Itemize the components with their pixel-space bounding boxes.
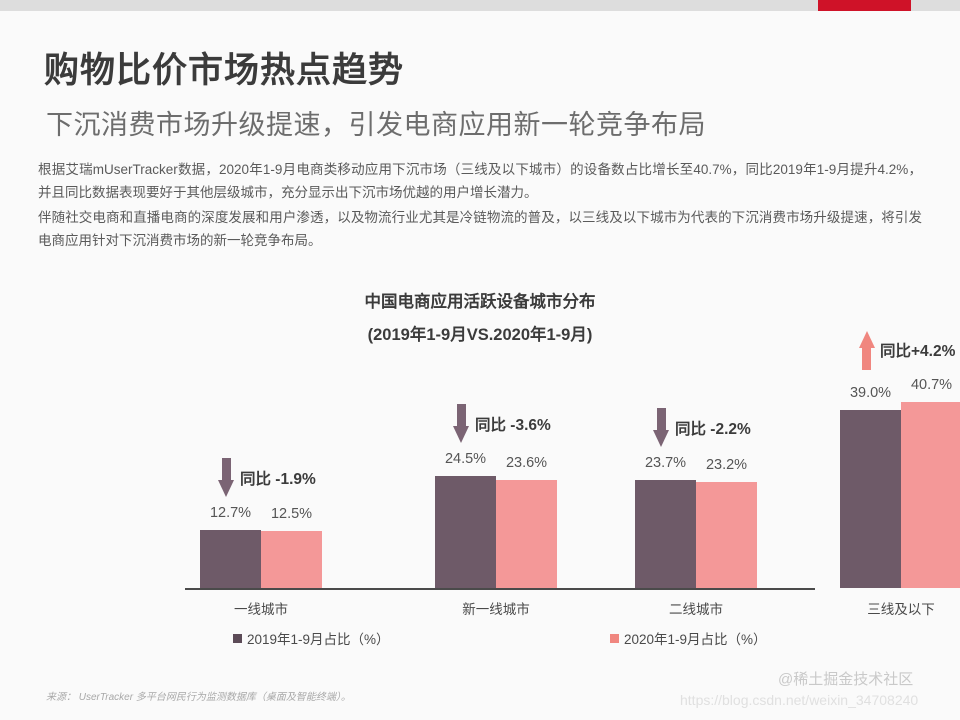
bar-2020-3: [696, 482, 757, 588]
bar-2019-2: [435, 476, 496, 588]
bar-2019-3: [635, 479, 696, 588]
bar-2019-4: [840, 410, 901, 588]
chart-legend: 2019年1-9月占比（%） 2020年1-9月占比（%）: [185, 628, 815, 650]
bar-value-label: 40.7%: [910, 377, 953, 394]
legend-label: 2019年1-9月占比（%）: [247, 632, 390, 647]
bar-value-label: 23.7%: [644, 454, 687, 471]
bar-2020-2: [496, 480, 557, 588]
body-paragraph-2: 伴随社交电商和直播电商的深度发展和用户渗透，以及物流行业尤其是冷链物流的普及，以…: [38, 210, 922, 248]
bar-2020-1: [261, 531, 322, 588]
annotation-label: 同比+4.2%: [880, 343, 956, 361]
legend-item-2019[interactable]: 2019年1-9月占比（%）: [233, 628, 390, 648]
category-label-4: 三线及以下: [867, 602, 935, 617]
category-label-2: 新一线城市: [462, 602, 530, 617]
chart-title: 中国电商应用活跃设备城市分布 (2019年1-9月VS.2020年1-9月): [0, 288, 960, 345]
arrow-down-icon: [453, 404, 470, 444]
bar-value-label: 23.6%: [505, 455, 548, 472]
legend-swatch-icon: [233, 633, 242, 643]
annotation-label: 同比 -1.9%: [240, 471, 316, 489]
watermark-brand: @稀土掘金技术社区: [778, 671, 914, 688]
legend-swatch-icon: [610, 633, 619, 643]
annotation-2: 同比 -3.6%: [453, 404, 551, 444]
arrow-up-icon: [858, 330, 875, 371]
annotation-label: 同比 -2.2%: [675, 420, 751, 438]
source-note: 来源： UserTracker 多平台网民行为监测数据库（桌面及智能终端）。: [46, 692, 351, 703]
bar-value-label: 24.5%: [444, 451, 487, 468]
category-label-3: 二线城市: [669, 602, 723, 617]
arrow-down-icon: [218, 458, 235, 498]
top-red-accent-bar: [818, 0, 911, 11]
page-title: 购物比价市场热点趋势: [44, 51, 405, 90]
bar-2019-1: [200, 530, 261, 588]
bar-value-label: 23.2%: [705, 457, 748, 474]
chart-container: 中国电商应用活跃设备城市分布 (2019年1-9月VS.2020年1-9月) 1…: [0, 276, 960, 656]
bar-value-label: 12.7%: [209, 505, 252, 522]
annotation-4: 同比+4.2%: [858, 330, 956, 371]
body-text: 根据艾瑞mUserTracker数据，2020年1-9月电商类移动应用下沉市场（…: [38, 158, 922, 254]
watermark-url: https://blog.csdn.net/weixin_34708240: [680, 692, 919, 708]
chart-baseline-axis: [185, 588, 815, 590]
arrow-down-icon: [653, 407, 670, 448]
annotation-label: 同比 -3.6%: [475, 417, 551, 435]
top-gray-band: [0, 0, 960, 11]
legend-item-2020[interactable]: 2020年1-9月占比（%）: [610, 628, 767, 648]
annotation-1: 同比 -1.9%: [218, 458, 316, 498]
bar-value-label: 39.0%: [849, 385, 892, 402]
page-subtitle: 下沉消费市场升级提速，引发电商应用新一轮竞争布局: [46, 110, 706, 140]
chart-title-line2: (2019年1-9月VS.2020年1-9月): [367, 326, 593, 344]
annotation-3: 同比 -2.2%: [653, 407, 751, 448]
category-label-1: 一线城市: [234, 602, 288, 617]
legend-label: 2020年1-9月占比（%）: [624, 632, 767, 647]
chart-title-line1: 中国电商应用活跃设备城市分布: [364, 293, 596, 311]
bar-2020-4: [901, 402, 960, 588]
body-paragraph-1: 根据艾瑞mUserTracker数据，2020年1-9月电商类移动应用下沉市场（…: [38, 162, 922, 200]
chart-plot-area: 12.7% 12.5% 24.5% 23.6% 23.7% 23.2% 39.0% 40.7%…: [185, 276, 960, 656]
bar-value-label: 12.5%: [270, 506, 313, 522]
